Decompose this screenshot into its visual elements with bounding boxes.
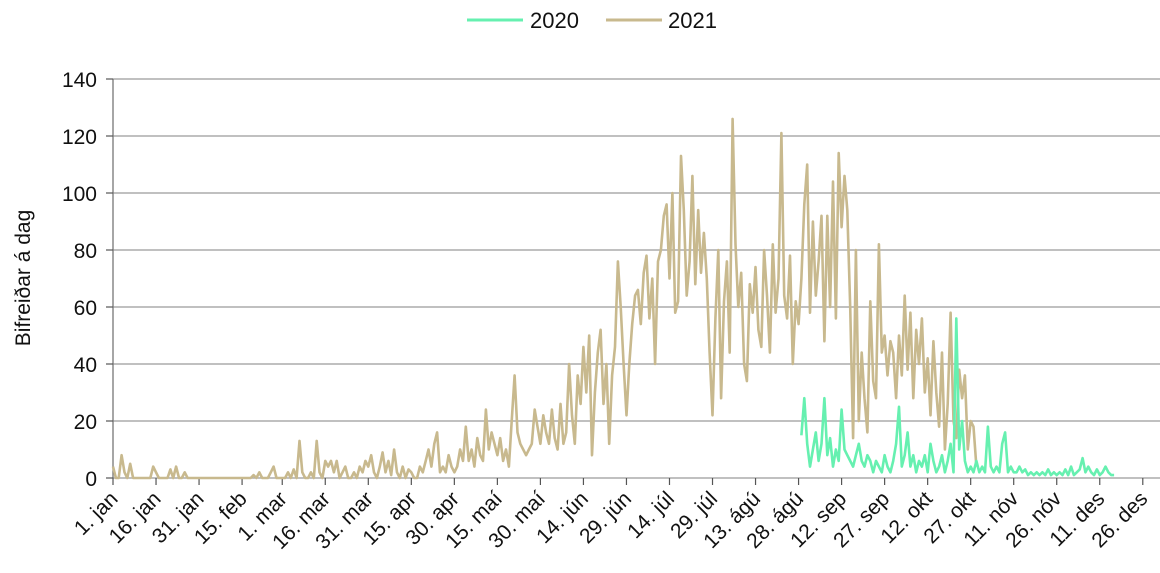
- series-lines: [111, 117, 1115, 480]
- legend-label: 2021: [668, 8, 717, 33]
- y-tick-label: 80: [74, 240, 97, 263]
- legend: 2020 2021: [467, 8, 717, 33]
- y-tick-label: 40: [74, 354, 97, 377]
- y-axis-ticks: 0 20 40 60 80 100 120 140: [62, 69, 113, 491]
- legend-label: 2020: [530, 8, 579, 33]
- x-tick-label: 14. júl: [623, 487, 679, 543]
- y-tick-label: 120: [62, 126, 97, 149]
- series-line-2021: [111, 117, 978, 480]
- y-tick-label: 20: [74, 411, 97, 434]
- y-tick-label: 100: [62, 183, 97, 206]
- series-line-2020: [800, 317, 1115, 477]
- gridlines: [112, 78, 1160, 479]
- y-axis-label: Bifreiðar á dag: [12, 210, 35, 347]
- y-tick-label: 0: [85, 468, 97, 491]
- y-tick-label: 140: [62, 69, 97, 92]
- y-tick-label: 60: [74, 297, 97, 320]
